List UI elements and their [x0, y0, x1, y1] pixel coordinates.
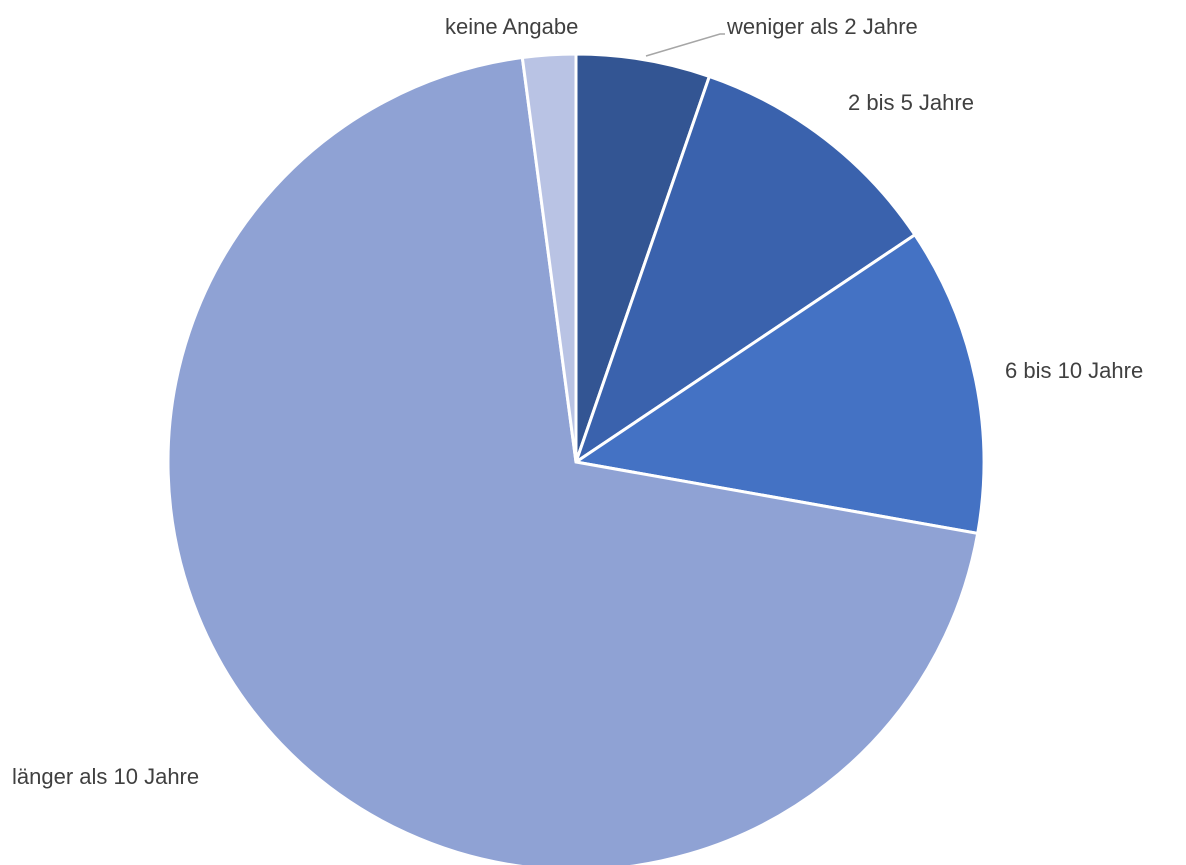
slice-label: 6 bis 10 Jahre	[1005, 358, 1143, 383]
leader-line	[645, 33, 725, 57]
pie-slice	[574, 52, 712, 463]
pie-slice	[520, 52, 578, 463]
slice-label: keine Angabe	[445, 14, 578, 39]
slice-label: 2 bis 5 Jahre	[848, 90, 974, 115]
slice-label: weniger als 2 Jahre	[726, 14, 918, 39]
slice-label: länger als 10 Jahre	[12, 764, 199, 789]
pie-slice	[572, 232, 986, 536]
pie-slice	[573, 74, 917, 466]
pie-slice	[166, 55, 980, 865]
